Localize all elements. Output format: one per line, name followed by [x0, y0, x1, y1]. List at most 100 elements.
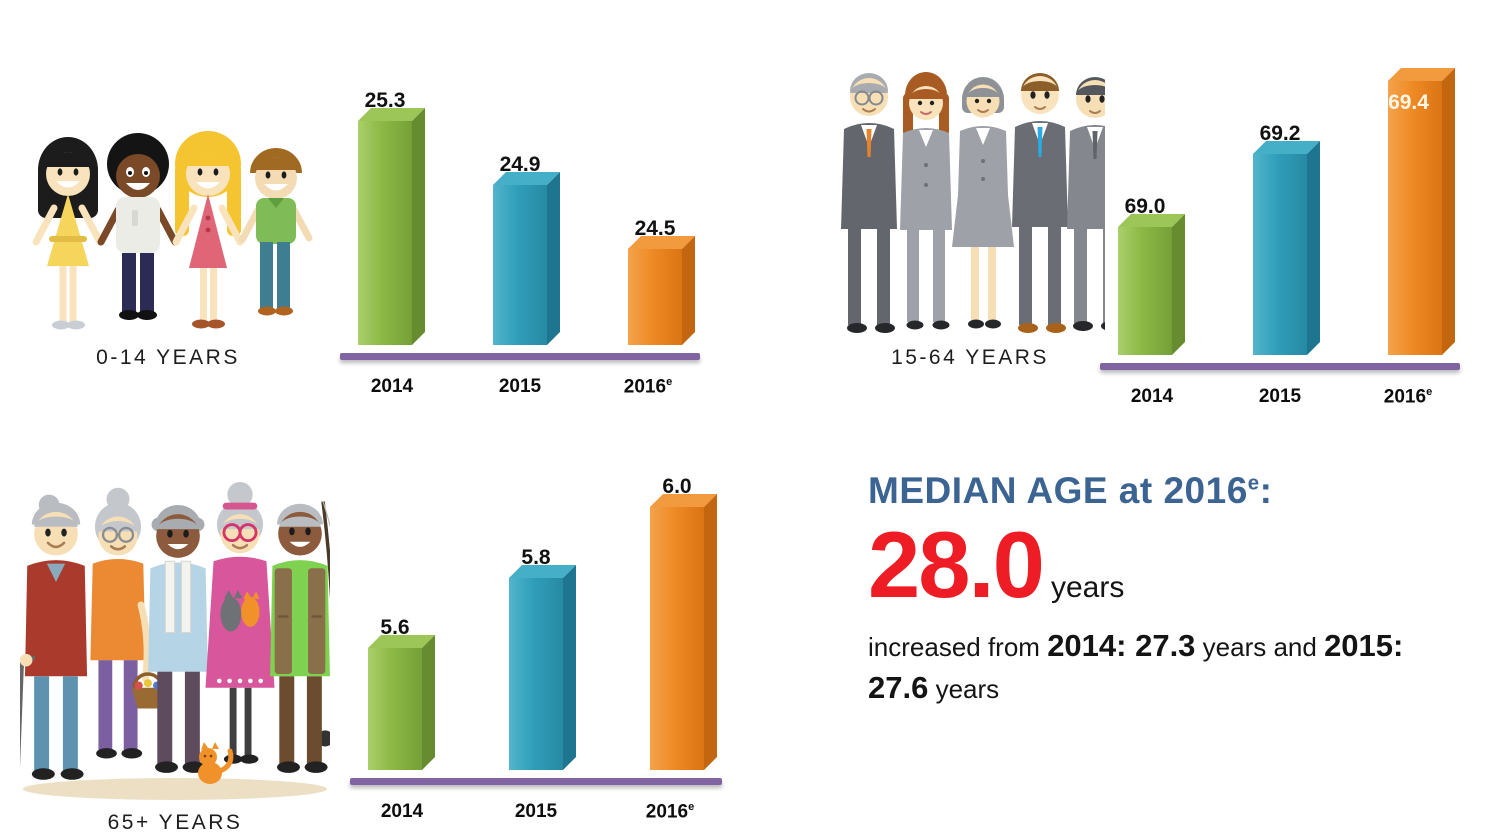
bar-column-2014: 69.0: [1118, 195, 1199, 361]
bar-green-2014: [368, 635, 449, 776]
axis-baseline: [350, 778, 722, 785]
x-axis-label-2015: 2015: [1258, 386, 1302, 407]
face-side: [682, 236, 695, 345]
bar-blue-2015: [493, 172, 574, 351]
x-axis-label-2014: 2014: [1130, 386, 1174, 407]
bars-area: 5.6 5.8 6.0: [350, 470, 731, 776]
bar-value-label: 24.9: [499, 153, 541, 176]
cat-illustration: [198, 742, 234, 784]
face-side: [704, 494, 717, 770]
adults-group-illustration: [841, 72, 1105, 333]
elderly-figure-1: [20, 494, 88, 780]
bar-value-label: 5.6: [380, 616, 410, 639]
x-axis-label-2015: 2015: [514, 801, 558, 822]
median-title: MEDIAN AGE at 2016e:: [868, 470, 1468, 512]
bar-value-label: 69.2: [1259, 122, 1301, 145]
x-axis-label-2015: 2015: [498, 376, 542, 397]
chart-65-plus-years: 5.6 5.8 6.0 2014 2015 2016e: [350, 470, 731, 823]
x-axis-labels: 2014 2015 2016e: [340, 376, 700, 398]
figure-children: 0-14 YEARS: [18, 40, 318, 370]
elderly-figure-5: [270, 501, 330, 773]
x-axis-labels: 2014 2015 2016e: [1100, 386, 1460, 408]
face-side: [563, 565, 576, 770]
median-detail-bold-segment: 2014: 27.3: [1047, 628, 1196, 664]
median-title-colon: :: [1259, 470, 1273, 511]
elderly-group-illustration: [20, 481, 330, 800]
figure-caption-children: 0-14 YEARS: [96, 346, 240, 369]
median-detail-text-segment: increased from: [868, 632, 1048, 663]
bar-value-label: 5.8: [521, 546, 551, 569]
figure-caption-elderly: 65+ YEARS: [107, 811, 243, 834]
bar-orange-2016: 69.4: [1388, 68, 1469, 361]
x-axis-label-2016: 2016e: [623, 376, 673, 398]
x-axis-label-2016: 2016e: [645, 801, 695, 823]
face-front: [493, 185, 547, 345]
adult-figure-3: [952, 77, 1014, 329]
face-front: [1118, 227, 1172, 355]
elderly-figure-4: [205, 481, 275, 764]
face-side: [1172, 214, 1185, 355]
bars-area: 69.0 69.2 69.4: [1100, 68, 1469, 361]
bar-column-2014: 5.6: [368, 616, 449, 776]
bar-column-2015: 69.2: [1253, 122, 1334, 361]
bar-orange-2016: [628, 236, 709, 351]
children-group-illustration: [32, 131, 313, 330]
bar-column-2015: 5.8: [509, 546, 590, 776]
bar-value-label: 69.0: [1124, 195, 1166, 218]
face-side: [1307, 141, 1320, 355]
child-figure-2: [97, 133, 179, 320]
face-side: [422, 635, 435, 770]
median-age-block: MEDIAN AGE at 2016e: 28.0 years increase…: [868, 470, 1468, 709]
bar-value-label: 69.4: [1388, 91, 1429, 114]
figure-caption-adults: 15-64 YEARS: [891, 346, 1049, 369]
adult-figure-5: [1067, 77, 1105, 331]
median-value: 28.0: [868, 512, 1045, 617]
ground-shadow: [23, 778, 327, 800]
figure-elderly: 65+ YEARS: [20, 455, 330, 835]
adult-figure-2: [900, 72, 952, 330]
median-unit: years: [1050, 571, 1125, 605]
face-front: [509, 578, 563, 770]
median-title-superscript: e: [1247, 472, 1260, 495]
face-side: [412, 108, 425, 345]
child-figure-1: [32, 137, 104, 330]
face-front: [628, 249, 682, 345]
figure-adults: 15-64 YEARS: [835, 5, 1105, 370]
chart-0-14-years: 25.3 24.9 24.5 2014 2015 2016e: [340, 75, 709, 398]
chart-15-64-years: 69.0 69.2 69.4 2014 2015 2016e: [1100, 68, 1469, 408]
median-detail: increased from 2014: 27.3 years and 2015…: [868, 625, 1428, 709]
x-axis-labels: 2014 2015 2016e: [350, 801, 722, 823]
face-side: [547, 172, 560, 345]
bar-column-2016: 24.5: [628, 217, 709, 351]
adult-figure-4: [1012, 73, 1068, 333]
bar-column-2016: 6.0: [650, 475, 731, 776]
bar-blue-2015: [509, 565, 590, 776]
axis-baseline: [340, 353, 700, 360]
bar-blue-2015: [1253, 141, 1334, 361]
face-front: [358, 121, 412, 345]
elderly-figure-3: [148, 504, 208, 773]
median-detail-bold-segment: 2015: 27.6: [868, 628, 1404, 705]
x-axis-label-2014: 2014: [370, 376, 414, 397]
bars-area: 25.3 24.9 24.5: [340, 75, 709, 351]
bar-value-label: 24.5: [634, 217, 676, 240]
bar-column-2016: 69.4: [1388, 68, 1469, 361]
bar-green-2014: [1118, 214, 1199, 361]
x-axis-label-2014: 2014: [380, 801, 424, 822]
face-front: [368, 648, 422, 770]
median-title-text: MEDIAN AGE at 2016: [868, 470, 1248, 511]
face-front: [1253, 154, 1307, 355]
face-front: [1388, 81, 1442, 355]
bar-green-2014: [358, 108, 439, 351]
axis-baseline: [1100, 363, 1460, 370]
bar-value-label: 6.0: [662, 475, 692, 498]
median-value-row: 28.0 years: [868, 512, 1468, 617]
bar-orange-2016: [650, 494, 731, 776]
face-side: [1442, 68, 1455, 355]
median-detail-text-segment: years and: [1195, 632, 1325, 663]
median-detail-text-segment: years: [928, 673, 1000, 704]
x-axis-label-2016: 2016e: [1383, 386, 1433, 408]
bar-value-label: 25.3: [364, 89, 406, 112]
child-figure-4: [238, 148, 313, 316]
